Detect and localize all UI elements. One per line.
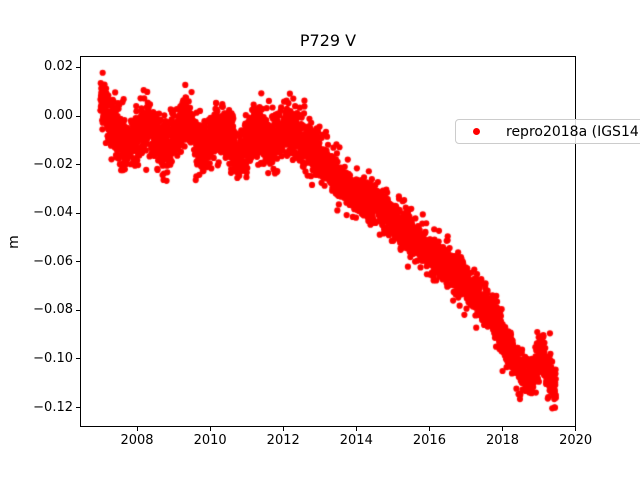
legend-marker-dot-icon (473, 128, 480, 135)
y-tick-mark (76, 261, 80, 263)
x-tick-label: 2008 (120, 433, 154, 448)
y-tick-label: −0.08 (33, 302, 73, 318)
y-axis-label: m (6, 235, 22, 249)
y-tick-mark (76, 212, 80, 214)
y-tick-label: −0.04 (33, 205, 73, 221)
y-tick-label: −0.12 (33, 399, 73, 415)
y-tick-mark (76, 164, 80, 166)
x-tick-mark (502, 427, 504, 431)
y-tick-mark (76, 407, 80, 409)
y-tick-label: −0.02 (33, 156, 73, 172)
legend: repro2018a (IGS14) (455, 119, 640, 144)
x-tick-mark (575, 427, 577, 431)
x-tick-label: 2010 (193, 433, 227, 448)
y-tick-label: −0.10 (33, 350, 73, 366)
x-tick-label: 2014 (339, 433, 373, 448)
y-tick-mark (76, 66, 80, 68)
legend-label: repro2018a (IGS14) (506, 123, 640, 140)
x-tick-label: 2020 (559, 433, 593, 448)
x-tick-label: 2016 (412, 433, 446, 448)
plot-area: repro2018a (IGS14) (80, 56, 640, 427)
x-tick-label: 2018 (485, 433, 520, 448)
x-tick-mark (136, 427, 138, 431)
x-tick-mark (428, 427, 430, 431)
scatter-series-canvas (81, 57, 575, 426)
x-tick-mark (209, 427, 211, 431)
x-tick-mark (282, 427, 284, 431)
y-tick-label: −0.06 (33, 253, 73, 269)
y-tick-label: 0.00 (44, 108, 73, 123)
y-tick-label: 0.02 (44, 59, 73, 75)
y-tick-mark (76, 115, 80, 117)
y-tick-mark (76, 309, 80, 311)
chart-title: P729 V (299, 31, 357, 50)
y-tick-mark (76, 358, 80, 360)
x-tick-label: 2012 (266, 433, 300, 448)
x-tick-mark (355, 427, 357, 431)
